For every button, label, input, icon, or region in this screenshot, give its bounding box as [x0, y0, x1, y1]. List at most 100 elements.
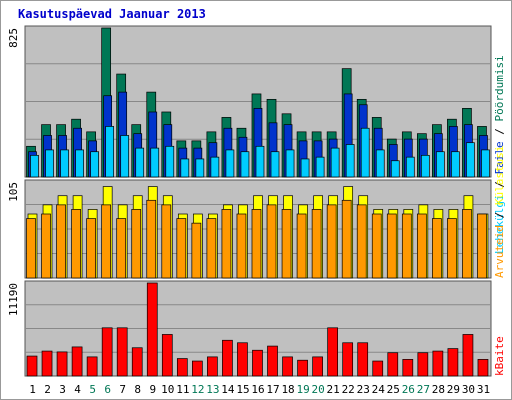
legend-kbaite: kBaite: [493, 336, 506, 376]
bar-lehekulgi: [165, 145, 175, 178]
bar-kbaite: [342, 342, 354, 377]
y-max-label-top: 825: [7, 28, 20, 48]
bar-lehekulgi: [105, 126, 115, 178]
bar-lehekulgi: [45, 149, 54, 178]
x-tick-label: 18: [281, 383, 294, 396]
legend-separator: /: [493, 175, 506, 195]
bar-kbaite: [477, 359, 489, 377]
bar-kbaite: [252, 349, 263, 377]
x-tick-label: 7: [119, 383, 126, 396]
bar-lehekulgi: [466, 142, 475, 178]
bar-kbaite: [357, 342, 369, 377]
x-tick-label: 4: [74, 383, 81, 396]
bar-kbaite: [267, 345, 278, 377]
bar-lehekulgi: [195, 158, 205, 178]
chart-title: Kasutuspäevad Jaanuar 2013: [18, 7, 206, 21]
x-tick-label: 10: [161, 383, 174, 396]
bar-arvuteid: [311, 209, 322, 279]
bar-lehekulgi: [210, 156, 220, 178]
x-tick-label: 6: [104, 383, 111, 396]
bar-kbaite: [192, 360, 203, 377]
x-tick-label: 8: [134, 383, 141, 396]
x-tick-label: 29: [447, 383, 460, 396]
bar-arvuteid: [191, 222, 202, 279]
bar-lehekulgi: [75, 149, 84, 178]
x-tick-label: 13: [206, 383, 219, 396]
x-tick-label: 25: [387, 383, 400, 396]
legend-kulastusi: Külastusi: [493, 146, 506, 206]
bar-arvuteid: [146, 199, 157, 279]
x-tick-label: 30: [462, 383, 475, 396]
bar-arvuteid: [266, 204, 277, 279]
bar-kbaite: [26, 355, 38, 377]
bar-arvuteid: [462, 209, 472, 279]
bar-arvuteid: [236, 213, 247, 279]
bar-arvuteid: [71, 209, 81, 279]
x-tick-label: 24: [372, 383, 386, 396]
x-tick-label: 5: [89, 383, 96, 396]
bar-arvuteid: [386, 213, 397, 279]
bar-arvuteid: [221, 209, 232, 279]
bar-arvuteid: [296, 213, 307, 279]
bar-kbaite: [176, 358, 188, 377]
bar-kbaite: [282, 356, 293, 377]
bar-kbaite: [372, 360, 384, 377]
bar-lehekulgi: [436, 151, 445, 178]
bar-kbaite: [41, 350, 53, 377]
bar-arvuteid: [101, 204, 112, 279]
bar-arvuteid: [326, 204, 337, 279]
x-tick-label: 16: [251, 383, 264, 396]
bar-lehekulgi: [285, 149, 295, 178]
x-tick-label: 12: [191, 383, 204, 396]
bar-kbaite: [462, 334, 474, 377]
bar-kbaite: [447, 348, 459, 377]
x-tick-label: 3: [59, 383, 66, 396]
bar-arvuteid: [41, 213, 51, 279]
bar-lehekulgi: [60, 149, 69, 178]
legend-top-panel: Lehekülgi / Faile / Pöördumisi: [493, 55, 506, 254]
bar-kbaite: [297, 359, 308, 377]
y-max-label-middle: 105: [7, 182, 20, 202]
bar-lehekulgi: [225, 149, 235, 178]
bar-kbaite: [71, 346, 83, 377]
bar-lehekulgi: [240, 151, 250, 178]
bar-lehekulgi: [360, 127, 370, 178]
bar-arvuteid: [56, 204, 66, 279]
x-tick-label: 14: [221, 383, 235, 396]
x-tick-label: 31: [477, 383, 490, 396]
bar-arvuteid: [371, 213, 382, 279]
x-tick-label: 22: [342, 383, 355, 396]
bar-arvuteid: [26, 218, 36, 279]
bar-arvuteid: [161, 204, 172, 279]
bar-lehekulgi: [90, 151, 99, 178]
bar-kbaite: [417, 352, 429, 377]
bar-lehekulgi: [451, 151, 460, 178]
bar-lehekulgi: [300, 158, 310, 178]
legend-middle-panel: Arvuteid / Külastusi: [493, 146, 506, 278]
bar-arvuteid: [477, 213, 487, 279]
bar-kbaite: [237, 342, 248, 377]
bar-kbaite: [207, 356, 218, 377]
bar-arvuteid: [251, 209, 262, 279]
bar-kbaite: [222, 339, 233, 377]
bar-lehekulgi: [255, 145, 265, 178]
bar-kbaite: [161, 334, 173, 377]
bar-kbaite: [116, 327, 128, 377]
bar-kbaite: [56, 351, 68, 377]
bar-lehekulgi: [30, 154, 39, 178]
x-tick-label: 19: [296, 383, 309, 396]
legend-arvuteid: Arvuteid: [493, 225, 506, 278]
bar-arvuteid: [116, 218, 127, 279]
bar-arvuteid: [176, 218, 187, 279]
x-tick-label: 11: [176, 383, 189, 396]
legend-lehekulgi: Lehekülgi: [493, 194, 506, 254]
x-tick-label: 20: [312, 383, 325, 396]
bar-lehekulgi: [135, 147, 145, 178]
bar-lehekulgi: [375, 149, 385, 178]
y-max-label-bottom: 11190: [7, 283, 20, 316]
x-tick-label: 28: [432, 383, 445, 396]
bar-kbaite: [402, 359, 414, 377]
bar-arvuteid: [416, 213, 427, 279]
x-tick-label: 21: [327, 383, 340, 396]
legend-faile: Faile: [493, 141, 506, 174]
